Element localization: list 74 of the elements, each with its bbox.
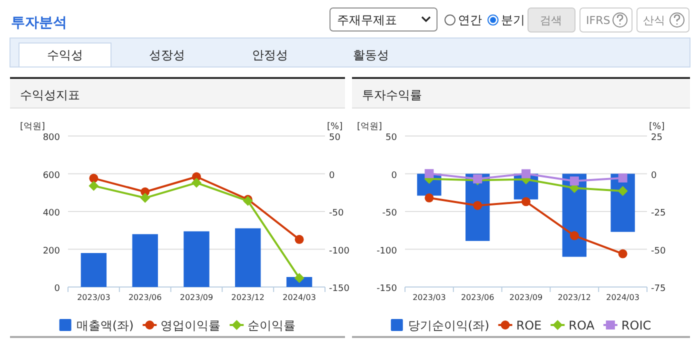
y2-tick-label: 50 <box>329 133 341 143</box>
text: 검색 <box>540 14 562 27</box>
point <box>424 193 434 202</box>
point <box>618 186 628 196</box>
y-tick-label: 800 <box>42 133 60 143</box>
text: 주재무제표 <box>337 13 397 27</box>
point <box>140 192 150 203</box>
x-tick-label: 2023/03 <box>77 293 110 302</box>
x-tick-label: 2023/03 <box>412 293 446 302</box>
x-tick-label: 2023/12 <box>558 293 592 302</box>
point <box>192 178 202 188</box>
point <box>570 231 579 240</box>
chart-title: 수익성지표 <box>20 88 80 102</box>
y2-tick-label: -150 <box>329 284 350 294</box>
y2-tick-label: -50 <box>651 246 666 256</box>
legend-label: 매출액(좌) <box>76 318 134 332</box>
text: 산식 <box>643 14 665 27</box>
x-tick-label: 2023/06 <box>128 293 162 302</box>
y-axis-title: [억원] <box>20 122 46 132</box>
y-tick-label: 0 <box>54 284 60 294</box>
text: 분기 <box>501 13 525 27</box>
point <box>522 169 530 178</box>
x-tick-label: 2024/03 <box>282 293 316 302</box>
y2-tick-label: 25 <box>651 133 662 143</box>
point <box>294 272 304 283</box>
text: 연간 <box>458 13 482 27</box>
y2-tick-label: 0 <box>651 170 657 181</box>
point <box>522 197 530 206</box>
y-tick-label: 0 <box>391 170 398 181</box>
bar <box>184 231 210 287</box>
point <box>473 200 482 210</box>
y-axis-title: [억원] <box>357 122 382 132</box>
y-tick-label: 200 <box>42 246 60 256</box>
y2-tick-label: -75 <box>651 284 666 294</box>
y-tick-label: -150 <box>376 284 398 294</box>
point <box>88 180 99 191</box>
point <box>424 169 434 178</box>
text: IFRS <box>586 14 610 27</box>
x-tick-label: 2024/03 <box>606 293 640 302</box>
text: 수익성 <box>47 48 83 62</box>
point <box>89 174 98 183</box>
chart-title: 투자수익률 <box>362 88 422 102</box>
text: 활동성 <box>353 48 389 62</box>
point <box>618 173 628 182</box>
text: 투자분석 <box>11 15 67 31</box>
y2-tick-label: -100 <box>329 246 350 256</box>
y-tick-label: 50 <box>386 133 398 143</box>
y2-tick-label: -25 <box>651 208 666 218</box>
bar <box>235 228 261 287</box>
y-tick-label: -100 <box>376 246 398 256</box>
bar <box>80 253 107 287</box>
point <box>570 176 579 186</box>
legend-label: 당기순이익(좌) <box>408 318 490 332</box>
x-tick-label: 2023/09 <box>509 293 543 302</box>
text: 성장성 <box>149 48 185 62</box>
y-tick-label: 400 <box>42 208 60 218</box>
x-tick-label: 2023/12 <box>231 293 265 302</box>
y2-axis-title: [%] <box>327 122 343 132</box>
x-tick-label: 2023/09 <box>180 293 214 302</box>
legend-label: 순이익률 <box>248 318 296 332</box>
x-tick-label: 2023/06 <box>460 293 494 302</box>
y-tick-label: 600 <box>42 170 60 181</box>
y2-axis-title: [%] <box>649 122 665 132</box>
text: 안정성 <box>252 48 288 62</box>
bar <box>132 234 158 287</box>
y2-tick-label: -50 <box>329 208 344 218</box>
y-tick-label: -50 <box>382 208 398 218</box>
legend-label: 영업이익률 <box>160 318 221 332</box>
y2-tick-label: 0 <box>329 170 335 181</box>
legend-label: ROE <box>516 318 542 332</box>
legend-label: ROIC <box>621 318 652 332</box>
legend-label: ROA <box>568 318 596 332</box>
point <box>294 234 304 244</box>
point <box>618 249 628 258</box>
